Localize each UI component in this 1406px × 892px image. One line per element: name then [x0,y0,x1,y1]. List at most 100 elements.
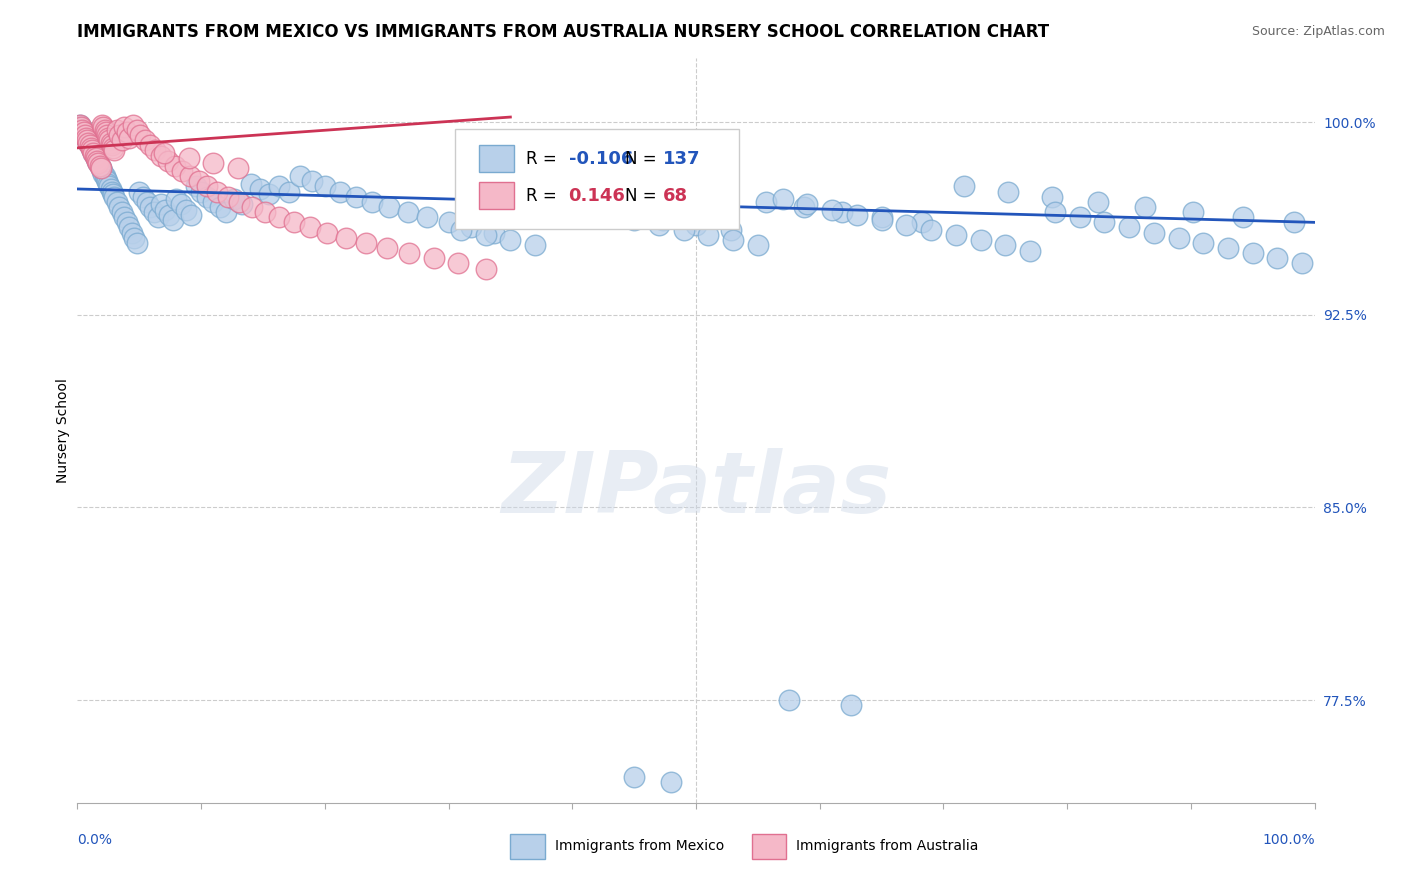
Point [208,200,231,214]
Point [82,146,104,161]
Point [1241,246,1264,260]
Point [165,192,187,206]
Point [156,153,179,168]
Point [772,192,794,206]
Point [721,233,744,247]
Point [72,123,94,137]
Point [174,202,197,217]
Point [288,169,311,183]
Point [796,197,818,211]
Point [997,185,1019,199]
Point [125,123,148,137]
Point [224,192,246,206]
Point [69,118,91,132]
Point [283,215,305,229]
Point [249,182,271,196]
Point [508,187,530,202]
Point [84,151,107,165]
Point [1182,205,1205,219]
Point [87,156,110,170]
Point [83,148,105,162]
Point [228,194,250,209]
Point [231,197,253,211]
Point [82,144,104,158]
Point [659,775,682,789]
Point [82,146,104,161]
Point [89,159,111,173]
FancyBboxPatch shape [454,128,740,229]
Point [143,144,166,158]
Point [101,185,124,199]
Point [157,208,180,222]
Point [574,202,596,217]
FancyBboxPatch shape [510,834,546,859]
Point [73,128,96,142]
Point [1267,252,1289,266]
Point [153,146,176,161]
Point [422,252,444,266]
Point [115,215,138,229]
Point [378,200,401,214]
Point [103,189,125,203]
FancyBboxPatch shape [479,145,515,172]
Point [179,169,201,183]
Point [561,197,583,211]
Point [239,177,262,191]
Point [1092,215,1115,229]
Point [301,174,323,188]
Point [870,211,893,225]
Text: Source: ZipAtlas.com: Source: ZipAtlas.com [1251,25,1385,38]
Point [187,174,209,188]
Point [132,189,155,203]
Point [125,235,148,250]
Point [396,205,419,219]
Point [911,215,934,229]
Point [450,223,472,237]
Point [112,120,135,135]
Point [870,212,893,227]
Point [839,698,862,713]
Point [1216,241,1239,255]
Point [651,212,673,227]
Text: N =: N = [626,186,662,205]
Point [648,218,671,232]
Point [162,212,184,227]
Point [672,223,695,237]
Point [91,164,114,178]
Point [416,211,439,225]
Point [994,238,1017,252]
Point [111,205,134,219]
Point [89,159,111,173]
Text: Immigrants from Mexico: Immigrants from Mexico [555,839,724,853]
Point [778,693,800,707]
Point [945,228,967,243]
Point [103,187,125,202]
Point [112,211,135,225]
Point [184,179,207,194]
Point [205,185,228,199]
Point [94,125,117,139]
Point [254,205,277,219]
Point [94,171,117,186]
Point [180,208,202,222]
Point [460,220,482,235]
Point [80,141,103,155]
Point [1167,231,1189,245]
Point [354,235,377,250]
Point [1143,226,1166,240]
Point [100,136,122,150]
Point [474,261,496,276]
Point [72,125,94,139]
Point [1019,244,1042,258]
Point [298,220,321,235]
Point [121,226,143,240]
Point [72,125,94,139]
Point [101,138,124,153]
Point [87,156,110,170]
Point [202,194,225,209]
Point [499,233,522,247]
Point [165,159,187,173]
Point [103,141,125,155]
Text: N =: N = [626,150,662,168]
Point [98,133,121,147]
